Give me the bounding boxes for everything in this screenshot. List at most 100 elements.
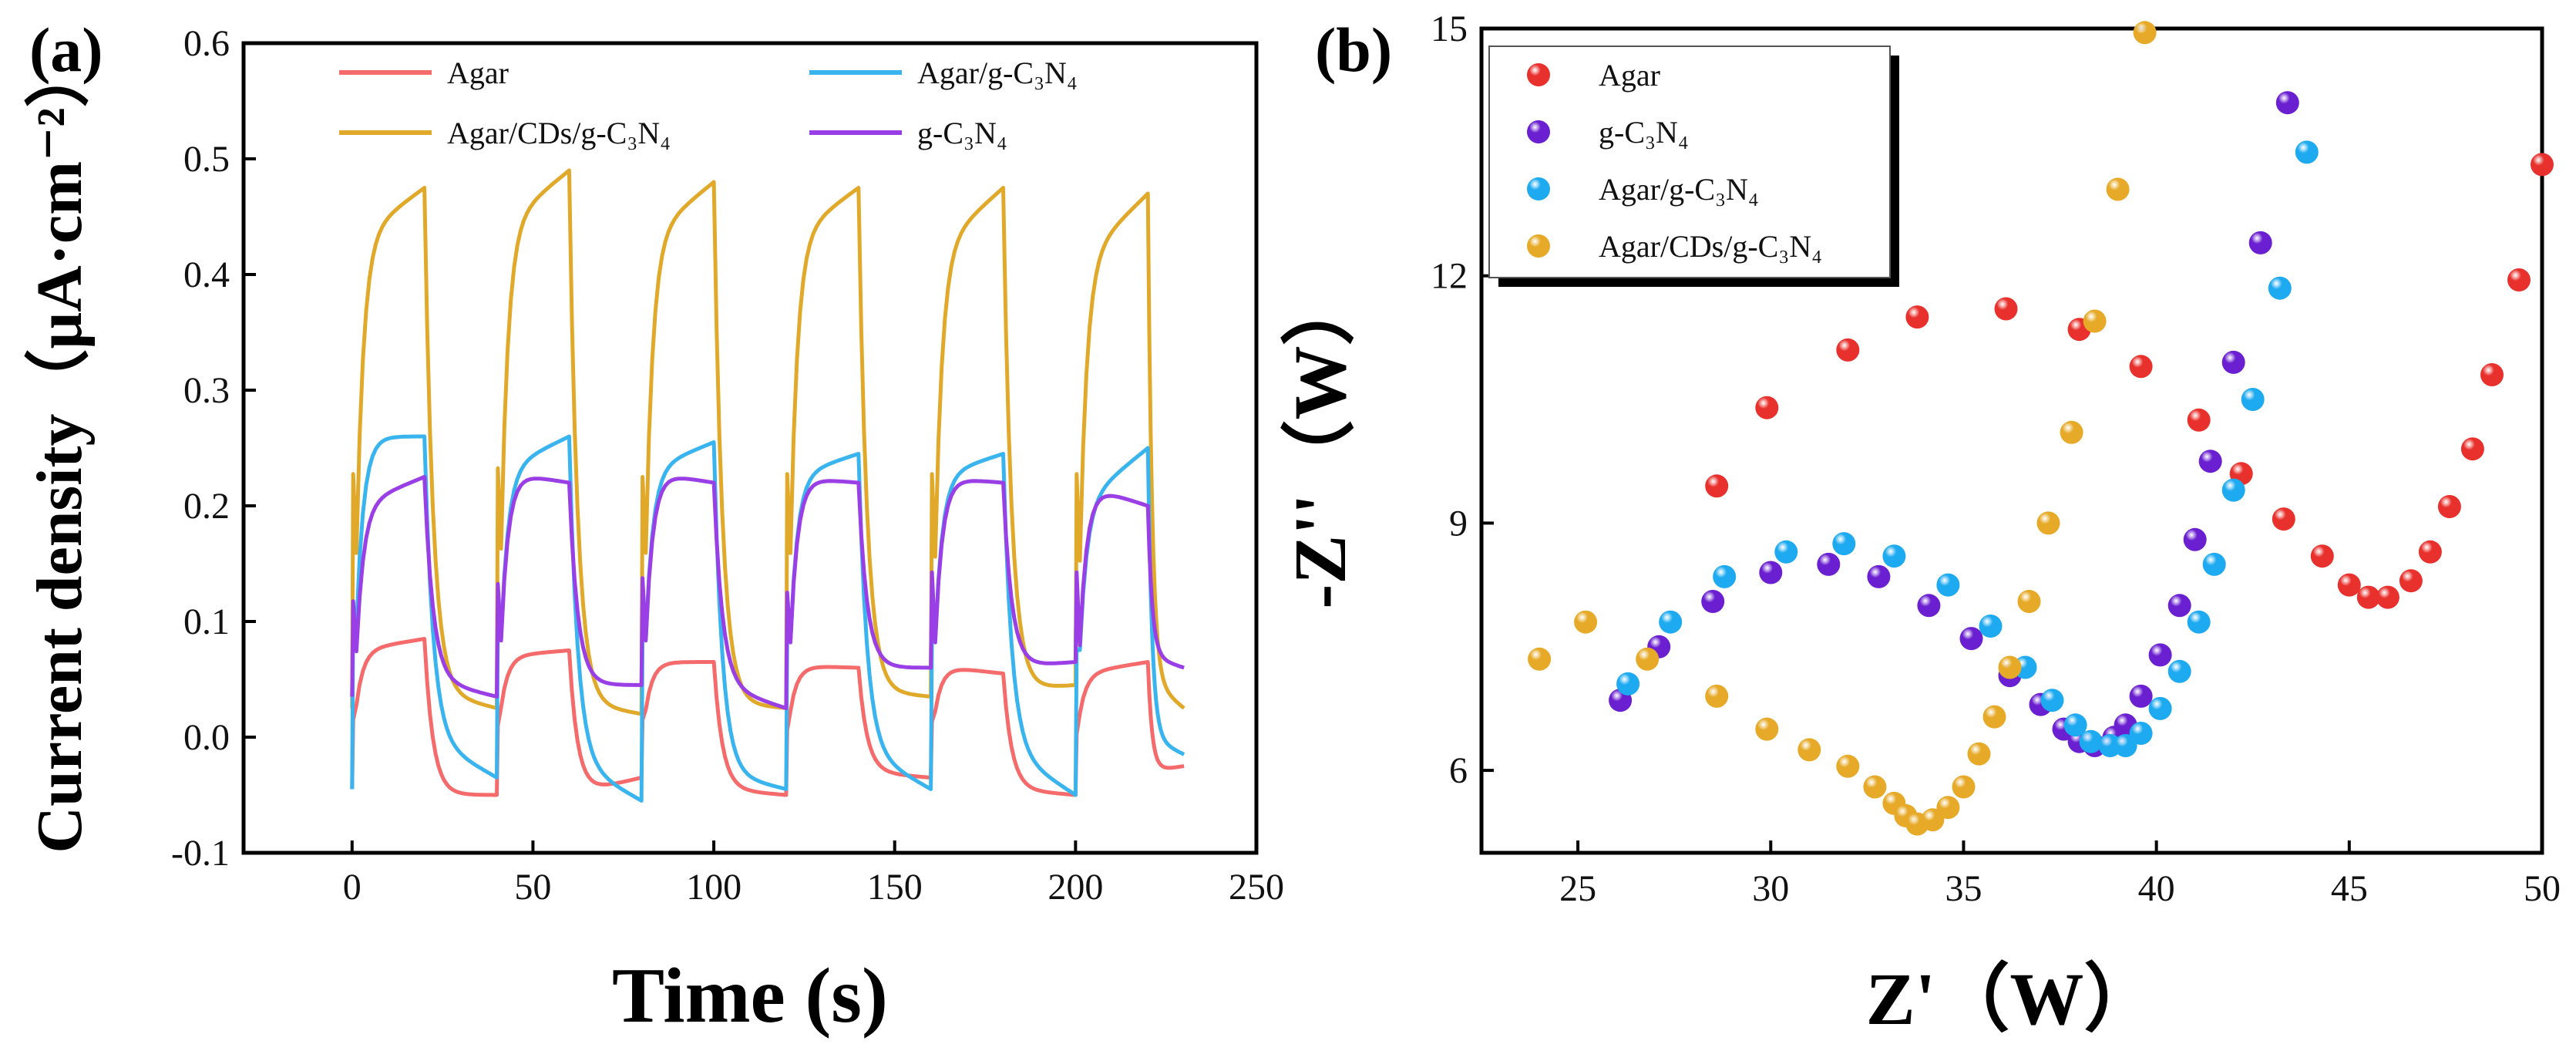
data-point — [1936, 573, 1960, 597]
data-point — [1982, 705, 2006, 729]
data-point — [2399, 569, 2423, 593]
data-point — [1797, 738, 1821, 762]
panel-a-frame — [241, 41, 1259, 855]
data-point — [2083, 309, 2107, 333]
panel-a: (a) 0 50 100 150 200 250 -0.1 0.0 0.1 0.2 0.3 0.4 0.… — [24, 15, 1284, 1039]
series-agar-cds-g-c-n- — [1528, 21, 2157, 836]
x-tick-label: 40 — [2138, 868, 2175, 909]
data-point — [1921, 808, 1945, 832]
data-point — [1952, 775, 1976, 799]
x-tick-label: 200 — [1048, 867, 1103, 908]
legend-item-gc3n4: g-C₃N₄ — [809, 116, 1007, 150]
x-tick-label: 50 — [514, 867, 551, 908]
x-tick-label: 45 — [2331, 868, 2368, 909]
y-tick-label: 0.2 — [183, 486, 230, 527]
legend-label: Agar/CDs/g-C₃N₄ — [447, 116, 671, 150]
data-point — [2063, 713, 2087, 737]
data-point — [2480, 363, 2504, 386]
legend-marker — [1527, 234, 1550, 258]
data-point — [2248, 231, 2272, 254]
data-point — [1836, 754, 1860, 778]
data-point — [2187, 610, 2211, 634]
legend-marker — [1527, 120, 1550, 143]
data-point — [1701, 590, 1725, 613]
data-point — [2129, 684, 2153, 708]
data-point — [2268, 276, 2292, 300]
panel-b-ylabel: -Z''（W） — [1279, 271, 1361, 608]
data-point — [1836, 338, 1860, 362]
data-point — [2114, 734, 2137, 757]
data-point — [2272, 507, 2295, 531]
data-point — [1616, 672, 1640, 696]
series-line-g-c-n- — [350, 475, 1185, 710]
data-point — [2148, 696, 2172, 720]
data-point — [1882, 544, 1906, 568]
data-point — [2295, 140, 2319, 164]
x-tick-label: 35 — [1945, 868, 1982, 909]
y-tick-label: 0.1 — [183, 601, 230, 642]
data-point — [1528, 647, 1552, 671]
panel-b-legend: Agar g-C₃N₄ Agar/g-C₃N₄ Agar/CDs/g-C₃N₄ — [1488, 45, 1899, 287]
data-point — [2221, 478, 2245, 502]
data-point — [1832, 532, 1856, 556]
panel-b-xlabel: Z'（W） — [1866, 958, 2158, 1040]
data-point — [1905, 305, 1929, 329]
series-agar — [1705, 153, 2554, 609]
legend-label: Agar — [1599, 58, 1660, 93]
data-point — [1574, 610, 1598, 634]
panel-a-ylabel: Current density（μA·cm⁻²） — [24, 42, 96, 853]
legend-items: Agar g-C₃N₄ Agar/g-C₃N₄ Agar/CDs/g-C₃N₄ — [1527, 58, 1822, 264]
data-point — [1774, 540, 1798, 564]
panel-b-plot: 25 30 35 40 45 50 6 9 12 15 — [1431, 8, 2561, 909]
data-point — [2202, 552, 2226, 576]
data-point — [2418, 540, 2442, 564]
legend-item-agar-gc3n4: Agar/g-C₃N₄ — [809, 56, 1078, 90]
y-tick-label: 0.6 — [183, 23, 230, 64]
legend-label: Agar/g-C₃N₄ — [917, 56, 1078, 90]
data-point — [2167, 659, 2191, 683]
series-line-agar-cds-g-c-n- — [350, 168, 1185, 716]
data-point — [2460, 437, 2484, 461]
data-point — [2183, 527, 2207, 551]
data-point — [1817, 552, 1841, 576]
x-tick-label: 30 — [1752, 868, 1789, 909]
x-tick-label: 25 — [1559, 868, 1596, 909]
data-point — [2129, 722, 2153, 745]
panel-a-plot: 0 50 100 150 200 250 -0.1 0.0 0.1 0.2 0.3 0.4 0.5 0.6 — [171, 23, 1284, 908]
legend-label: Agar/g-C₃N₄ — [1599, 172, 1759, 207]
panel-b-series — [1528, 21, 2554, 836]
legend-label: g-C₃N₄ — [1599, 115, 1689, 150]
data-point — [1705, 474, 1729, 498]
y-tick-label: -0.1 — [171, 833, 230, 874]
y-tick-label: 0.3 — [183, 370, 230, 411]
data-point — [2079, 729, 2103, 753]
x-tick-label: 150 — [867, 867, 923, 908]
panel-b-frame — [1479, 26, 2544, 855]
panel-b-label: (b) — [1315, 15, 1392, 85]
data-point — [2187, 408, 2211, 432]
legend-label: Agar/CDs/g-C₃N₄ — [1599, 229, 1822, 264]
y-tick-label: 0.0 — [183, 717, 230, 758]
x-tick-label: 50 — [2524, 868, 2561, 909]
legend-label: Agar — [447, 56, 509, 90]
data-point — [1967, 742, 1991, 766]
panel-a-xlabel: Time (s) — [612, 952, 888, 1039]
data-point — [2060, 420, 2083, 444]
data-point — [2017, 590, 2041, 613]
y-tick-label: 9 — [1449, 503, 1468, 544]
y-tick-label: 12 — [1431, 256, 1468, 297]
data-point — [2133, 21, 2157, 45]
data-point — [1863, 775, 1887, 799]
legend-item-agar: Agar — [339, 56, 509, 90]
series-agar-g-c-n- — [1616, 140, 2319, 757]
legend-item-agar-cds-gc3n4: Agar/CDs/g-C₃N₄ — [339, 116, 671, 150]
series-line-agar-g-c-n- — [350, 434, 1185, 803]
data-point — [2337, 573, 2361, 597]
data-point — [1659, 610, 1683, 634]
data-point — [2275, 91, 2299, 115]
data-point — [2036, 511, 2060, 535]
data-point — [2040, 689, 2064, 712]
data-point — [1959, 627, 1983, 651]
legend-marker — [1527, 63, 1550, 86]
